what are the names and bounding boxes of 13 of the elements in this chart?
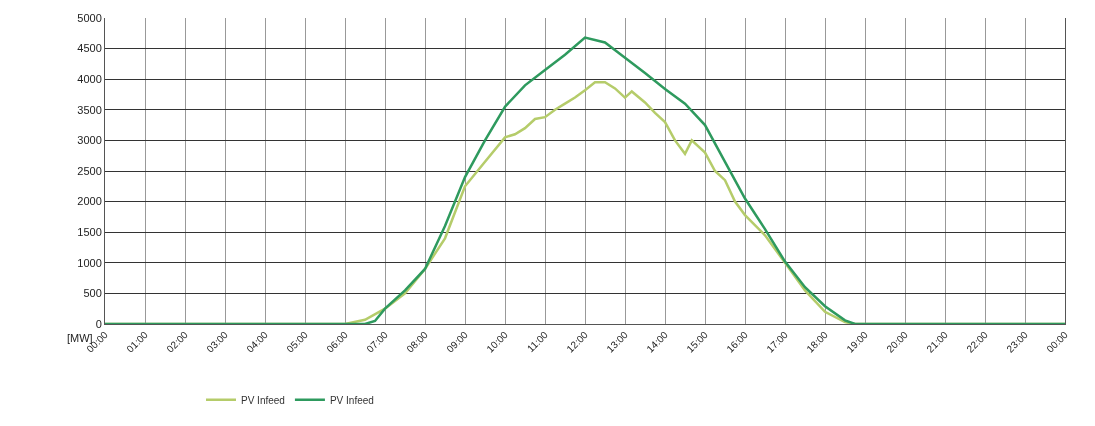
y-tick-label: 1000 bbox=[77, 256, 102, 269]
y-tick-label: 3000 bbox=[77, 134, 102, 147]
y-tick-label: 500 bbox=[83, 287, 102, 300]
y-tick-label: 4000 bbox=[77, 73, 102, 86]
y-tick-label: 1500 bbox=[77, 226, 102, 239]
y-tick-label: 0 bbox=[95, 317, 102, 330]
y-tick-label: 2500 bbox=[77, 164, 102, 177]
y-tick-label: 4500 bbox=[77, 42, 102, 55]
legend-label: PV Infeed bbox=[329, 394, 374, 406]
y-tick-label: 2000 bbox=[77, 195, 102, 208]
y-tick-label: 5000 bbox=[77, 11, 102, 24]
legend-label: PV Infeed bbox=[241, 394, 285, 406]
y-tick-label: 3500 bbox=[77, 103, 102, 116]
